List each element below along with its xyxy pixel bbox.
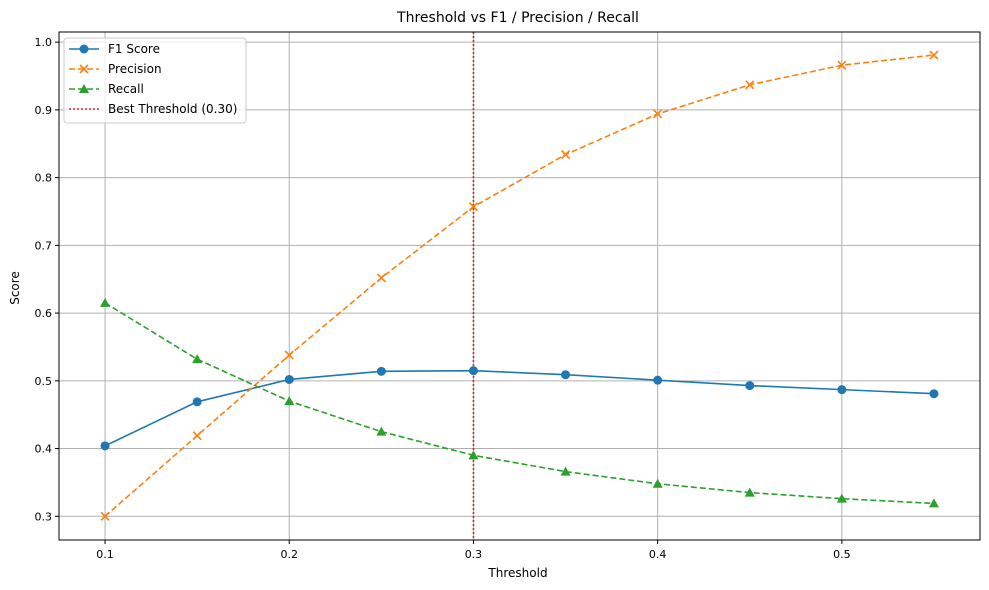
- x-tick-label: 0.2: [281, 548, 299, 561]
- data-point: [745, 381, 755, 391]
- data-point: [836, 493, 847, 503]
- series-line: [104, 369, 934, 447]
- data-point: [560, 466, 571, 476]
- data-point: [745, 80, 755, 90]
- data-point: [192, 354, 203, 364]
- data-point: [192, 431, 202, 441]
- data-point: [376, 273, 386, 283]
- legend-marker: [79, 84, 89, 93]
- data-point: [652, 478, 663, 488]
- data-point: [561, 370, 571, 380]
- chart-title: Threshold vs F1 / Precision / Recall: [396, 10, 639, 26]
- data-point: [284, 374, 294, 384]
- data-point: [837, 60, 847, 70]
- legend-entry: Best Threshold (0.30): [69, 102, 237, 116]
- legend: F1 Score Precision Recall Best Threshold (0…: [63, 37, 247, 124]
- y-tick-label: 1.0: [35, 36, 53, 49]
- x-axis-label: Threshold: [487, 566, 547, 580]
- data-point: [744, 487, 755, 497]
- y-tick-label: 0.7: [35, 239, 53, 252]
- data-point: [284, 396, 295, 406]
- legend-entry: Recall: [69, 82, 144, 96]
- series-layer: [100, 50, 939, 521]
- series-recall: [100, 297, 939, 508]
- legend-box: [63, 37, 247, 124]
- legend-marker: [79, 64, 89, 74]
- y-tick-label: 0.3: [35, 510, 53, 523]
- legend-label: Best Threshold (0.30): [108, 102, 237, 116]
- data-point: [653, 109, 663, 119]
- legend-label: Recall: [108, 82, 144, 96]
- data-point: [468, 202, 479, 212]
- data-point: [192, 397, 202, 407]
- data-point: [100, 441, 110, 451]
- y-tick-label: 0.6: [35, 307, 53, 320]
- series-precision: [100, 50, 939, 521]
- data-point: [928, 498, 939, 508]
- y-tick-label: 0.5: [35, 375, 53, 388]
- data-point: [929, 50, 939, 60]
- y-tick-label: 0.8: [35, 172, 53, 185]
- y-tick-label: 0.9: [35, 104, 53, 117]
- legend-marker: [79, 44, 89, 54]
- data-point: [100, 511, 110, 521]
- data-point: [100, 297, 111, 307]
- data-point: [837, 385, 847, 395]
- x-tick-label: 0.5: [833, 548, 851, 561]
- y-axis-label: Score: [8, 271, 22, 305]
- data-point: [468, 450, 479, 460]
- y-tick-label: 0.4: [35, 443, 53, 456]
- data-point: [653, 375, 663, 385]
- data-point: [468, 366, 478, 376]
- series-f1-score: [100, 366, 939, 451]
- x-tick-label: 0.3: [465, 548, 483, 561]
- legend-label: Precision: [108, 62, 162, 76]
- data-point: [376, 426, 387, 436]
- x-tick-label: 0.1: [96, 548, 114, 561]
- series-line: [104, 302, 934, 505]
- plot-frame: [58, 31, 981, 541]
- legend-entry: F1 Score: [69, 42, 160, 56]
- x-tick-label: 0.4: [649, 548, 667, 561]
- data-point: [284, 350, 294, 360]
- legend-label: F1 Score: [108, 42, 160, 56]
- series-line: [104, 54, 935, 517]
- legend-entry: Precision: [69, 62, 162, 76]
- axis-ticks: 0.1 0.2 0.3 0.4 0.5 0.3 0.4 0.5 0.6 0.7 0.8 0.9 1.0: [35, 36, 851, 561]
- data-point: [376, 366, 386, 376]
- data-point: [560, 150, 571, 160]
- data-point: [929, 389, 939, 399]
